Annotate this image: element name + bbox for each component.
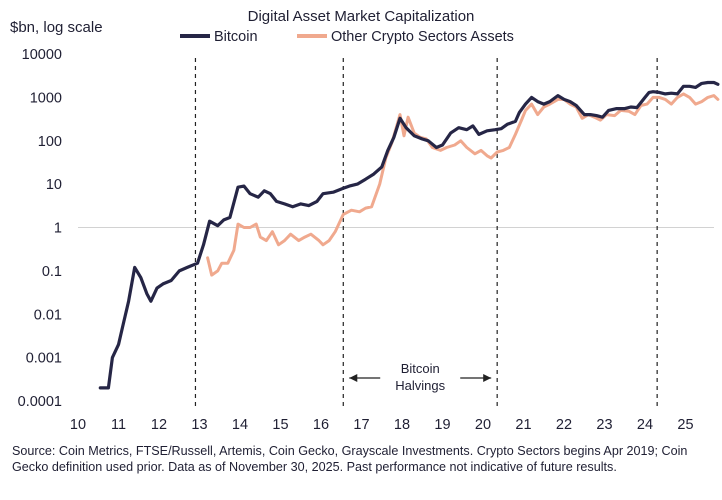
halving-lines xyxy=(194,58,658,406)
series-line-bitcoin xyxy=(98,80,720,390)
x-tick-label: 24 xyxy=(637,417,653,433)
y-tick-label: 10 xyxy=(46,177,62,193)
y-tick-label: 100 xyxy=(38,134,62,150)
x-tick-label: 16 xyxy=(313,417,329,433)
source-note: Source: Coin Metrics, FTSE/Russell, Arte… xyxy=(12,444,688,474)
y-tick-label: 0.0001 xyxy=(18,394,62,410)
x-axis-ticks: 10 11 12 13 14 15 16 17 18 19 20 21 22 23 24 25 xyxy=(70,417,694,433)
x-tick-label: 25 xyxy=(677,417,693,433)
x-tick-label: 13 xyxy=(191,417,207,433)
legend-label-other-crypto: Other Crypto Sectors Assets xyxy=(331,29,514,45)
legend: Bitcoin Other Crypto Sectors Assets xyxy=(180,29,514,45)
y-tick-label: 1 xyxy=(54,221,62,237)
y-tick-label: 0.1 xyxy=(42,264,62,280)
x-tick-label: 15 xyxy=(272,417,288,433)
legend-label-bitcoin: Bitcoin xyxy=(214,29,258,45)
x-tick-label: 11 xyxy=(111,417,126,433)
x-tick-label: 20 xyxy=(475,417,491,433)
x-tick-label: 19 xyxy=(434,417,450,433)
x-tick-label: 23 xyxy=(596,417,612,433)
y-tick-label: 10000 xyxy=(22,47,62,63)
y-axis-ticks: 10000 1000 100 10 1 0.1 0.01 0.001 0.0001 xyxy=(18,47,62,410)
x-tick-label: 10 xyxy=(70,417,86,433)
annotation-line2: Halvings xyxy=(395,378,445,393)
annotation-line1: Bitcoin xyxy=(401,361,440,376)
x-tick-label: 21 xyxy=(515,417,531,433)
y-tick-label: 1000 xyxy=(30,90,62,106)
y-tick-label: 0.001 xyxy=(26,351,62,367)
x-tick-label: 18 xyxy=(394,417,410,433)
x-tick-label: 22 xyxy=(556,417,572,433)
chart-title: Digital Asset Market Capitalization xyxy=(248,8,475,25)
x-tick-label: 14 xyxy=(232,417,248,433)
market-cap-chart: Digital Asset Market Capitalization $bn,… xyxy=(10,8,720,433)
y-tick-label: 0.01 xyxy=(34,307,62,323)
series-lines xyxy=(98,80,720,390)
x-tick-label: 12 xyxy=(151,417,167,433)
y-axis-label: $bn, log scale xyxy=(10,19,103,36)
series-line-other-crypto xyxy=(206,92,720,277)
x-tick-label: 17 xyxy=(353,417,369,433)
halvings-annotation: Bitcoin Halvings xyxy=(349,361,492,393)
arrow-left-head xyxy=(349,374,358,382)
arrow-right-head xyxy=(483,374,492,382)
